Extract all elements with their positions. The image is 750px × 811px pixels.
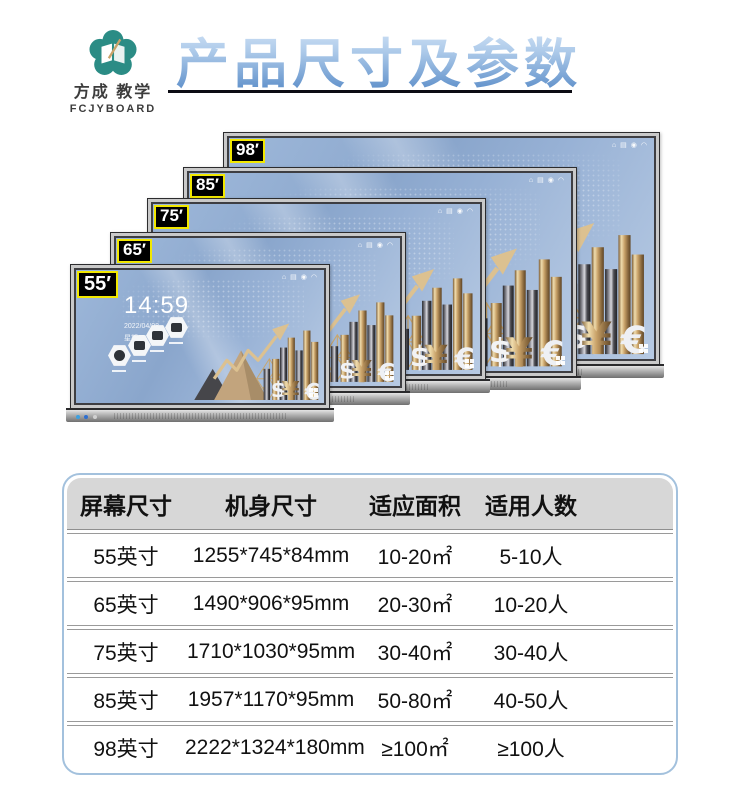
size-badge-98: 98′ xyxy=(230,139,265,163)
apps-grid-icon xyxy=(309,388,318,397)
cell-body-size: 1710*1030*95mm xyxy=(186,639,356,663)
home-icon: ⌂ xyxy=(281,274,287,281)
gallery-icon: ▤ xyxy=(290,274,297,281)
clock-date: 2022/04/08 xyxy=(124,323,160,330)
cell-people: 30-40人 xyxy=(493,641,569,665)
gallery-icon: ▤ xyxy=(366,242,373,249)
cell-area: 10-20㎡ xyxy=(377,545,453,569)
app-label xyxy=(132,360,146,362)
cell-people: ≥100人 xyxy=(497,738,565,761)
gallery-icon: ▤ xyxy=(537,177,544,184)
power-indicator-lights xyxy=(76,415,80,419)
table-header-row: 屏幕尺寸 机身尺寸 适应面积 适用人数 xyxy=(67,478,673,530)
size-badge-65: 65′ xyxy=(117,239,152,263)
cell-area: 20-30㎡ xyxy=(377,593,453,617)
cell-people: 40-50人 xyxy=(493,689,569,713)
wifi-icon: ◠ xyxy=(640,142,647,149)
app-label xyxy=(169,342,183,344)
status-icons: ⌂ ▤ ◉ ◠ xyxy=(438,208,473,215)
col-header-body-size: 机身尺寸 xyxy=(225,492,317,519)
board-icon xyxy=(171,323,182,332)
gallery-icon: ▤ xyxy=(620,142,627,149)
screencast-app-icon xyxy=(128,335,151,356)
finance-artwork xyxy=(192,321,322,401)
camera-icon: ◉ xyxy=(456,208,463,215)
annotate-app-icon xyxy=(108,345,131,366)
display-screen: ⌂ ▤ ◉ ◠ 14:59 2022/04/08 星期五 xyxy=(76,270,324,403)
table-row-55: 55英寸 1255*745*84mm 10-20㎡ 5-10人 xyxy=(67,533,673,578)
cell-screen-size: 65英寸 xyxy=(93,593,159,617)
files-app-icon xyxy=(146,325,169,346)
whiteboard-app-icon xyxy=(165,317,188,338)
title-underline xyxy=(168,90,572,93)
cell-screen-size: 55英寸 xyxy=(93,545,159,569)
cell-screen-size: 98英寸 xyxy=(93,738,159,761)
cell-area: 30-40㎡ xyxy=(377,641,453,665)
spec-table: 屏幕尺寸 机身尺寸 适应面积 适用人数 55英寸 1255*745*84mm 1… xyxy=(62,473,678,775)
cell-screen-size: 75英寸 xyxy=(93,641,159,665)
size-badge-85: 85′ xyxy=(190,174,225,198)
cell-people: 10-20人 xyxy=(493,593,569,617)
brand-logo: 方成 教学 FCJYBOARD xyxy=(58,30,168,115)
apps-grid-icon xyxy=(385,371,394,380)
cell-area: ≥100㎡ xyxy=(381,738,449,761)
status-icons: ⌂ ▤ ◉ ◠ xyxy=(358,242,393,249)
gallery-icon: ▤ xyxy=(446,208,453,215)
logo-flower-icon xyxy=(89,30,137,75)
home-icon: ⌂ xyxy=(611,142,617,149)
table-row-98: 98英寸 2222*1324*180mm ≥100㎡ ≥100人 xyxy=(67,725,673,770)
size-badge-55: 55′ xyxy=(77,271,119,298)
wifi-icon: ◠ xyxy=(466,208,473,215)
folder-icon xyxy=(152,331,163,340)
app-label xyxy=(150,350,164,352)
home-icon: ⌂ xyxy=(528,177,534,184)
apps-grid-icon xyxy=(465,359,474,368)
apps-grid-icon xyxy=(556,356,565,365)
wifi-icon: ◠ xyxy=(310,274,317,281)
cell-body-size: 1957*1170*95mm xyxy=(187,687,355,711)
table-row-75: 75英寸 1710*1030*95mm 30-40㎡ 30-40人 xyxy=(67,629,673,674)
status-icons: ⌂ ▤ ◉ ◠ xyxy=(612,142,647,149)
home-icon: ⌂ xyxy=(437,208,443,215)
col-header-screen-size: 屏幕尺寸 xyxy=(80,492,172,519)
clock-time: 14:59 xyxy=(124,292,190,319)
status-icons: ⌂ ▤ ◉ ◠ xyxy=(282,274,317,281)
status-icons: ⌂ ▤ ◉ ◠ xyxy=(529,177,564,184)
screen-icon xyxy=(134,341,145,350)
brand-name-cn: 方成 教学 xyxy=(73,84,153,101)
size-badge-75: 75′ xyxy=(154,205,189,229)
home-icon: ⌂ xyxy=(357,242,363,249)
col-header-area: 适应面积 xyxy=(369,492,461,519)
cell-people: 5-10人 xyxy=(499,545,563,569)
page-title: 产品尺寸及参数 xyxy=(176,22,582,98)
display-frame: ⌂ ▤ ◉ ◠ 14:59 2022/04/08 星期五 xyxy=(70,264,330,409)
cell-body-size: 1490*906*95mm xyxy=(192,591,350,615)
col-header-people: 适用人数 xyxy=(485,492,577,519)
camera-icon: ◉ xyxy=(630,142,637,149)
pen-icon xyxy=(114,350,125,361)
cell-body-size: 2222*1324*180mm xyxy=(185,736,365,759)
camera-icon: ◉ xyxy=(300,274,307,281)
brand-name-en: FCJYBOARD xyxy=(69,103,157,115)
wifi-icon: ◠ xyxy=(557,177,564,184)
camera-icon: ◉ xyxy=(547,177,554,184)
table-row-65: 65英寸 1490*906*95mm 20-30㎡ 10-20人 xyxy=(67,581,673,626)
camera-icon: ◉ xyxy=(376,242,383,249)
cell-body-size: 1255*745*84mm xyxy=(192,543,350,567)
speaker-bar xyxy=(66,408,334,422)
display-55-inch: ⌂ ▤ ◉ ◠ 14:59 2022/04/08 星期五 xyxy=(66,264,334,422)
cell-screen-size: 85英寸 xyxy=(93,689,159,713)
wifi-icon: ◠ xyxy=(386,242,393,249)
app-label xyxy=(112,370,126,372)
apps-grid-icon xyxy=(639,344,648,353)
cell-area: 50-80㎡ xyxy=(377,689,453,713)
table-row-85: 85英寸 1957*1170*95mm 50-80㎡ 40-50人 xyxy=(67,677,673,722)
